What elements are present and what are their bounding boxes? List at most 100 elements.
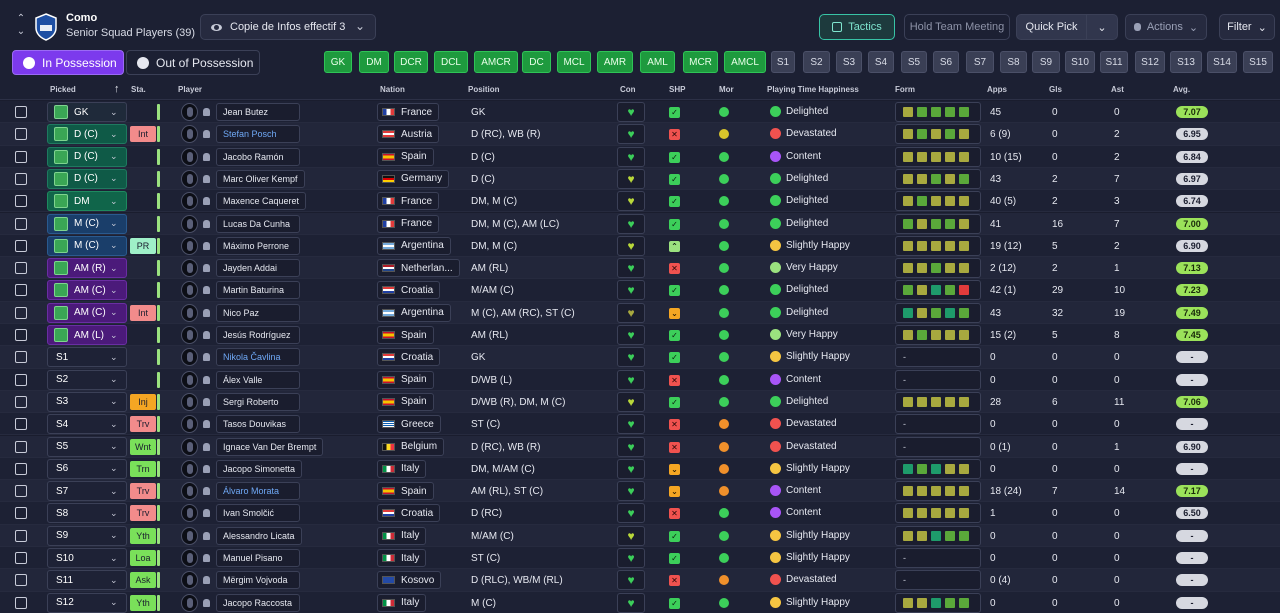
condition-cell[interactable]: ♥ <box>617 592 645 613</box>
player-name[interactable]: Martin Baturina <box>216 281 300 300</box>
chevron-up-icon[interactable]: ⌃ <box>16 13 26 24</box>
table-row[interactable]: S6 ⌄ Trn Jacopo Simonetta Italy DM, M/AM (C) ♥… <box>0 457 1280 481</box>
player-name[interactable]: Máximo Perrone <box>216 236 300 255</box>
table-row[interactable]: D (C) ⌄ Jacobo Ramón Spain D (C) ♥ ✓ Content 10 … <box>0 145 1280 168</box>
player-name[interactable]: Maxence Caqueret <box>216 192 307 211</box>
col-mor[interactable]: Mor <box>719 85 734 94</box>
avatar[interactable] <box>181 482 198 501</box>
position-chip-s2[interactable]: S2 <box>803 51 830 73</box>
condition-cell[interactable]: ♥ <box>617 258 645 279</box>
picked-select[interactable]: S2 ⌄ <box>47 369 127 390</box>
avatar[interactable] <box>181 348 198 367</box>
col-avg[interactable]: Avg. <box>1173 85 1191 94</box>
position-chip-s12[interactable]: S12 <box>1135 51 1165 73</box>
position-chip-s8[interactable]: S8 <box>1000 51 1027 73</box>
table-row[interactable]: AM (C) ⌄ Martin Baturina Croatia M/AM (C) ♥ ✓ D… <box>0 279 1280 302</box>
chevron-down-icon[interactable]: ⌄ <box>16 26 26 37</box>
position-chip-mcl[interactable]: MCL <box>557 51 591 73</box>
nation-cell[interactable]: Italy <box>377 459 427 478</box>
nation-cell[interactable]: France <box>377 192 440 211</box>
condition-cell[interactable]: ♥ <box>617 325 645 345</box>
avatar[interactable] <box>181 459 198 478</box>
position-chip-aml[interactable]: AML <box>640 51 675 73</box>
quick-pick-dropdown[interactable]: ⌄ <box>1086 14 1118 40</box>
avatar[interactable] <box>181 370 198 389</box>
row-checkbox[interactable] <box>15 239 27 252</box>
position-chip-amcr[interactable]: AMCR <box>474 51 518 73</box>
status-badge[interactable]: Loa <box>130 550 156 566</box>
row-checkbox[interactable] <box>15 574 27 587</box>
picked-select[interactable]: AM (L) ⌄ <box>47 325 127 345</box>
condition-cell[interactable]: ♥ <box>617 481 645 502</box>
condition-cell[interactable]: ♥ <box>617 124 645 145</box>
row-checkbox[interactable] <box>15 150 27 163</box>
condition-cell[interactable]: ♥ <box>617 191 645 212</box>
nation-cell[interactable]: Italy <box>377 526 427 545</box>
hold-team-meeting-button[interactable]: Hold Team Meeting <box>904 14 1010 40</box>
avatar[interactable] <box>181 103 198 121</box>
table-row[interactable]: S7 ⌄ Trv Álvaro Morata Spain AM (RL), ST (C) ♥… <box>0 480 1280 503</box>
picked-select[interactable]: S4 ⌄ <box>47 414 127 435</box>
form-cell[interactable] <box>895 458 981 479</box>
nation-cell[interactable]: Kosovo <box>377 571 442 590</box>
avatar[interactable] <box>181 593 198 612</box>
form-cell[interactable] <box>895 325 981 345</box>
form-cell[interactable]: - <box>895 548 981 568</box>
col-gls[interactable]: Gls <box>1049 85 1062 94</box>
status-badge[interactable]: PR <box>130 237 156 254</box>
player-name[interactable]: Álex Valle <box>216 370 300 389</box>
picked-select[interactable]: S9 ⌄ <box>47 525 127 546</box>
nation-cell[interactable]: Belgium <box>377 437 445 456</box>
player-name[interactable]: Jacobo Ramón <box>216 147 300 166</box>
row-checkbox[interactable] <box>15 418 27 431</box>
position-chip-dcr[interactable]: DCR <box>394 51 428 73</box>
table-row[interactable]: M (C) ⌄ PR Máximo Perrone Argentina DM, M (C)… <box>0 234 1280 258</box>
status-badge[interactable]: Inj <box>130 393 156 410</box>
position-chip-s6[interactable]: S6 <box>933 51 959 73</box>
avatar[interactable] <box>181 504 198 523</box>
col-shp[interactable]: SHP <box>669 85 686 94</box>
player-name[interactable]: Nikola Čavlina <box>216 348 300 367</box>
player-name[interactable]: Jacopo Simonetta <box>216 459 303 478</box>
player-name[interactable]: Jean Butez <box>216 103 300 121</box>
row-checkbox[interactable] <box>15 462 27 475</box>
status-badge[interactable]: Int <box>130 126 156 143</box>
form-cell[interactable] <box>895 213 981 234</box>
table-row[interactable]: S12 ⌄ Yth Jacopo Raccosta Italy M (C) ♥ ✓ Slight… <box>0 591 1280 613</box>
form-cell[interactable]: - <box>895 369 981 390</box>
table-row[interactable]: S8 ⌄ Trv Ivan Smolčić Croatia D (RC) ♥ ✕ Content… <box>0 502 1280 525</box>
form-cell[interactable] <box>895 102 981 122</box>
condition-cell[interactable]: ♥ <box>617 391 645 412</box>
position-chip-dm[interactable]: DM <box>359 51 389 73</box>
view-select[interactable]: Copie de Infos effectif 3 ⌄ <box>200 14 376 40</box>
sort-up-icon[interactable]: ↑ <box>114 83 120 95</box>
nation-cell[interactable]: Croatia <box>377 348 441 367</box>
avatar[interactable] <box>181 281 198 300</box>
nav-arrows[interactable]: ⌃ ⌄ <box>14 12 28 42</box>
col-pth[interactable]: Playing Time Happiness <box>767 85 859 94</box>
condition-cell[interactable]: ♥ <box>617 347 645 368</box>
picked-select[interactable]: S1 ⌄ <box>47 347 127 368</box>
table-row[interactable]: S4 ⌄ Trv Tasos Douvikas Greece ST (C) ♥ ✕ Devast… <box>0 413 1280 436</box>
condition-cell[interactable]: ♥ <box>617 458 645 479</box>
player-name[interactable]: Marc Oliver Kempf <box>216 169 305 188</box>
table-row[interactable]: DM ⌄ Maxence Caqueret France DM, M (C) ♥ ✓ Deli… <box>0 190 1280 213</box>
picked-select[interactable]: S5 ⌄ <box>47 436 127 457</box>
table-row[interactable]: M (C) ⌄ Lucas Da Cunha France DM, M (C), AM … <box>0 212 1280 235</box>
col-ast[interactable]: Ast <box>1111 85 1124 94</box>
picked-select[interactable]: S8 ⌄ <box>47 503 127 524</box>
picked-select[interactable]: D (C) ⌄ <box>47 124 127 145</box>
quick-pick-button[interactable]: Quick Pick <box>1016 14 1086 40</box>
nation-cell[interactable]: Croatia <box>377 504 441 523</box>
row-checkbox[interactable] <box>15 507 27 520</box>
row-checkbox[interactable] <box>15 596 27 609</box>
table-row[interactable]: S5 ⌄ Wnt Ignace Van Der Brempt Belgium D (RC)… <box>0 435 1280 458</box>
col-position[interactable]: Position <box>468 85 500 94</box>
row-checkbox[interactable] <box>15 373 27 386</box>
avatar[interactable] <box>181 326 198 344</box>
condition-cell[interactable]: ♥ <box>617 436 645 457</box>
table-row[interactable]: S10 ⌄ Loa Manuel Pisano Italy ST (C) ♥ ✓ Slightl… <box>0 547 1280 570</box>
table-row[interactable]: S2 ⌄ Álex Valle Spain D/WB (L) ♥ ✕ Content - 0 0 0 - <box>0 368 1280 391</box>
player-name[interactable]: Mërgim Vojvoda <box>216 571 300 590</box>
status-badge[interactable]: Int <box>130 304 156 321</box>
